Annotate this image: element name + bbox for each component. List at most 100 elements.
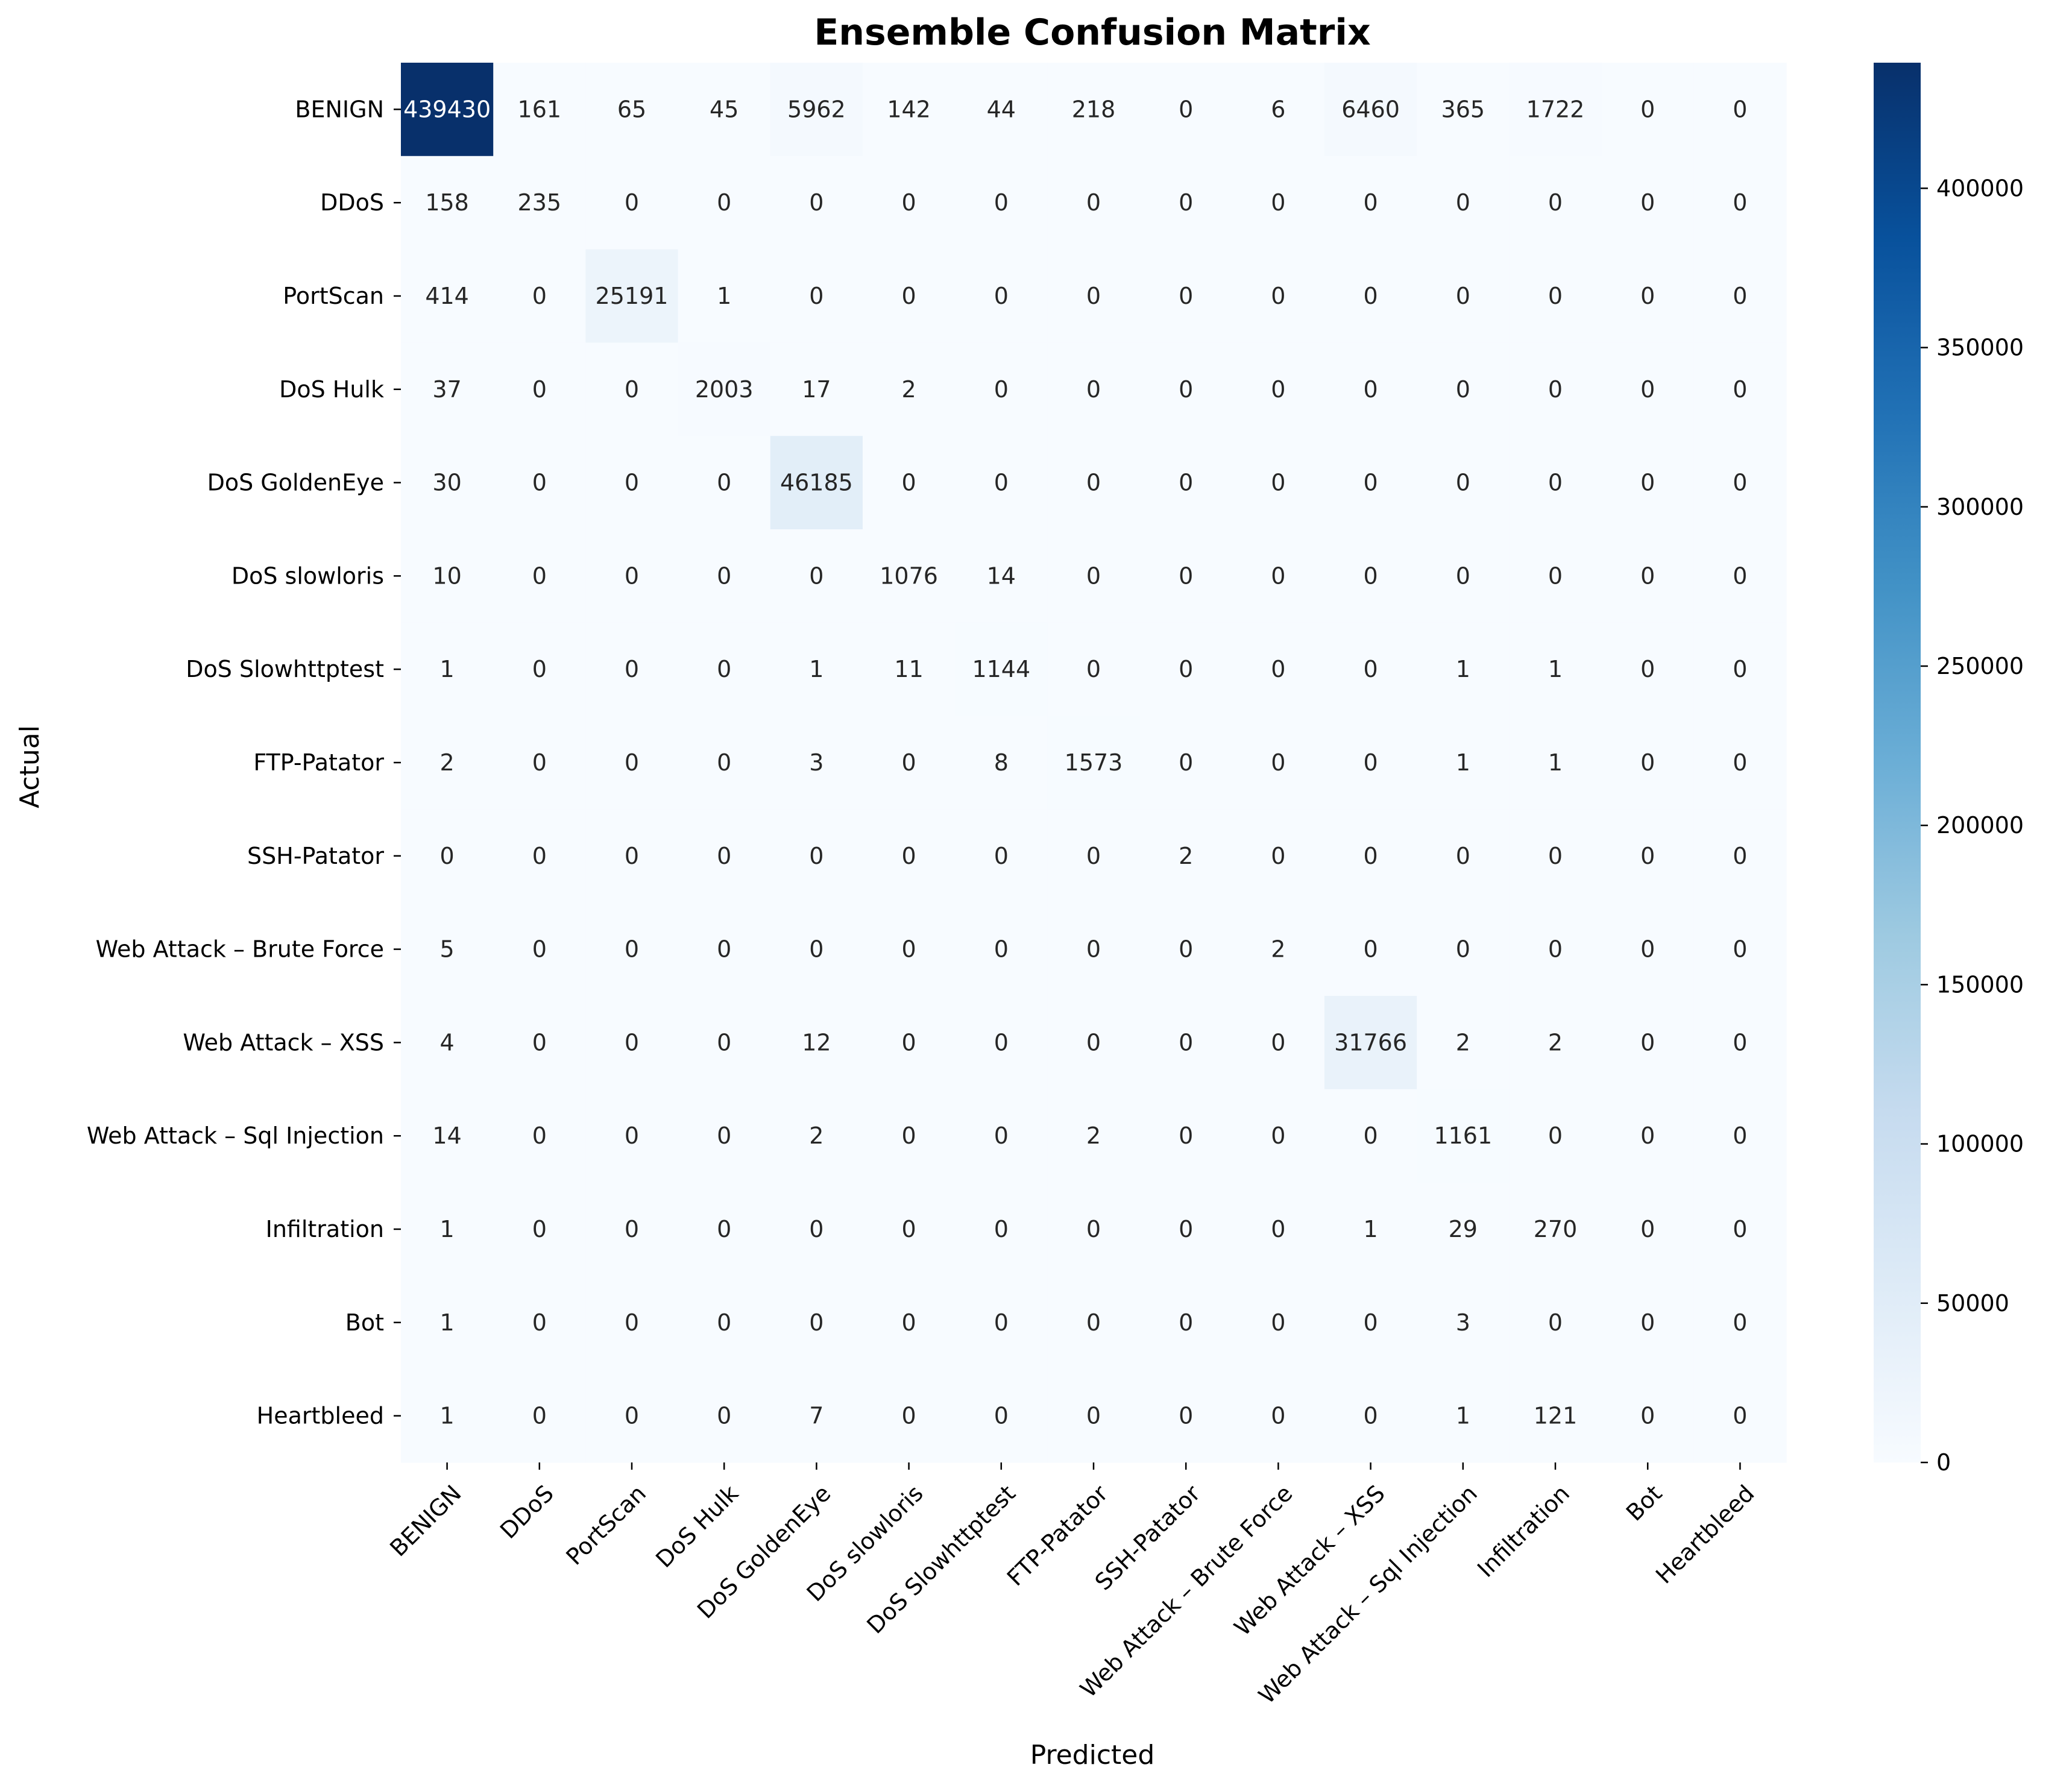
cell-value-label: 0 (1456, 843, 1470, 869)
heatmap-cell (770, 1276, 863, 1370)
cell-value-label: 0 (902, 1122, 916, 1149)
y-tick-label: Web Attack – Sql Injection (87, 1122, 384, 1149)
cell-value-label: 0 (625, 843, 639, 869)
cell-value-label: 0 (1271, 1122, 1285, 1149)
cell-value-label: 0 (1640, 1309, 1655, 1336)
cell-value-label: 0 (994, 376, 1009, 403)
cell-value-label: 0 (625, 1403, 639, 1429)
cell-value-label: 0 (625, 376, 639, 403)
cell-value-label: 0 (902, 283, 916, 309)
cell-value-label: 0 (1364, 936, 1378, 963)
cell-value-label: 0 (1548, 470, 1563, 496)
colorbar-tick-label: 250000 (1936, 653, 2024, 679)
cell-value-label: 30 (432, 470, 461, 496)
heatmap-cell (585, 716, 679, 810)
cell-value-label: 0 (1456, 936, 1470, 963)
heatmap-cell (1047, 249, 1141, 343)
heatmap-cell (401, 622, 494, 717)
cell-value-label: 6460 (1341, 96, 1400, 122)
cell-value-label: 2 (1086, 1122, 1101, 1149)
heatmap-cell (493, 809, 586, 903)
heatmap-cell (1047, 996, 1141, 1090)
cell-value-label: 46185 (780, 470, 853, 496)
heatmap-cell-labels: 439430 161 65 45 5962 142 44 218 0 6 6460 365 1722 0 0… (403, 96, 1747, 1429)
cell-value-label: 0 (1271, 656, 1285, 682)
y-tick-label: Infiltration (266, 1216, 384, 1242)
cell-value-label: 0 (1733, 843, 1747, 869)
heatmap-cell (585, 249, 679, 343)
cell-value-label: 0 (902, 1309, 916, 1336)
cell-value-label: 0 (532, 562, 547, 589)
heatmap-cell (1047, 529, 1141, 623)
cell-value-label: 270 (1534, 1216, 1578, 1242)
heatmap-cell (493, 342, 586, 436)
heatmap-cell (1139, 622, 1233, 717)
cell-value-label: 0 (1640, 189, 1655, 216)
heatmap-cell (493, 996, 586, 1090)
cell-value-label: 45 (710, 96, 738, 122)
heatmap-cell (955, 902, 1048, 996)
heatmap-cell (585, 1276, 679, 1370)
cell-value-label: 2 (1271, 936, 1285, 963)
cell-value-label: 1 (440, 1309, 455, 1336)
heatmap-cell (770, 1369, 863, 1463)
heatmap-cell (1047, 342, 1141, 436)
cell-value-label: 1 (1364, 1216, 1378, 1242)
cell-value-label: 0 (1640, 843, 1655, 869)
colorbar-tick-label: 350000 (1936, 335, 2024, 361)
cell-value-label: 0 (809, 1309, 823, 1336)
heatmap-cell (1417, 63, 1510, 157)
heatmap-cell (1324, 1182, 1417, 1276)
heatmap-cell (585, 436, 679, 530)
cell-value-label: 439430 (403, 96, 491, 122)
heatmap-cell (585, 1182, 679, 1276)
heatmap-cell (678, 996, 771, 1090)
heatmap-cell (1047, 622, 1141, 717)
heatmap-cell (678, 249, 771, 343)
heatmap-cell (1417, 436, 1510, 530)
cell-value-label: 6 (1271, 96, 1285, 122)
heatmap-cell (1601, 716, 1695, 810)
heatmap-cell (1417, 622, 1510, 717)
heatmap-cell (1047, 809, 1141, 903)
cell-value-label: 0 (1733, 936, 1747, 963)
heatmap-cell (1047, 716, 1141, 810)
cell-value-label: 0 (1271, 1029, 1285, 1056)
cell-value-label: 0 (1733, 1309, 1747, 1336)
cell-value-label: 0 (1733, 189, 1747, 216)
cell-value-label: 0 (1456, 189, 1470, 216)
heatmap-cell (1232, 156, 1325, 250)
heatmap-cell (678, 622, 771, 717)
heatmap-cell (863, 1276, 956, 1370)
cell-value-label: 0 (717, 843, 731, 869)
colorbar-tick-label: 100000 (1936, 1131, 2024, 1157)
cell-value-label: 0 (1733, 562, 1747, 589)
colorbar-tick-label: 300000 (1936, 494, 2024, 520)
heatmap-cell (955, 1276, 1048, 1370)
heatmap-cell (1509, 809, 1602, 903)
heatmap-cell (955, 436, 1048, 530)
heatmap-cell (955, 1182, 1048, 1276)
y-tick-label: FTP-Patator (253, 749, 384, 776)
cell-value-label: 0 (1271, 470, 1285, 496)
cell-value-label: 0 (1364, 749, 1378, 776)
heatmap-cell (1693, 529, 1787, 623)
cell-value-label: 0 (1179, 189, 1193, 216)
heatmap-cell (1509, 622, 1602, 717)
heatmap-cell (770, 716, 863, 810)
colorbar: 0 50000 100000 150000 200000 250000 300000 3500… (1874, 63, 2024, 1476)
cell-value-label: 29 (1449, 1216, 1478, 1242)
heatmap-cell (1139, 996, 1233, 1090)
cell-value-label: 0 (1086, 470, 1101, 496)
heatmap-cell (1601, 156, 1695, 250)
heatmap-cell (1417, 1369, 1510, 1463)
cell-value-label: 0 (625, 562, 639, 589)
y-tick-label: DoS GoldenEye (207, 470, 384, 496)
cell-value-label: 0 (1086, 283, 1101, 309)
cell-value-label: 12 (802, 1029, 831, 1056)
heatmap-cell (955, 996, 1048, 1090)
heatmap-cell (678, 529, 771, 623)
heatmap-cell (493, 436, 586, 530)
